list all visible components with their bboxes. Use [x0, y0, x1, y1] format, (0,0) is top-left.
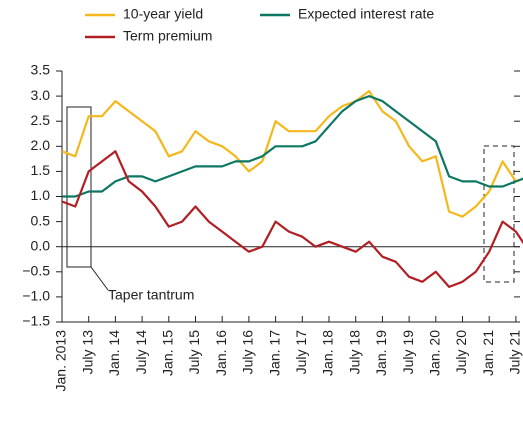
x-tick-label: Jan. 2013 — [53, 330, 69, 392]
x-tick-label: July 14 — [133, 330, 149, 375]
y-tick-label: −1.0 — [22, 288, 50, 304]
x-tick-label: Jan. 17 — [266, 330, 282, 376]
legend-label: Expected interest rate — [298, 6, 434, 22]
x-tick-label: July 18 — [346, 330, 362, 375]
y-tick-label: 2.5 — [31, 112, 51, 128]
legend-label: Term premium — [123, 28, 212, 44]
annotation: Taper tantrum — [108, 287, 194, 303]
x-tick-label: Jan. 21 — [480, 330, 496, 376]
y-tick-label: −1.5 — [22, 313, 50, 329]
y-tick-label: 1.0 — [31, 187, 51, 203]
x-tick-label: Jan. 19 — [373, 330, 389, 376]
y-tick-label: 3.0 — [31, 87, 51, 103]
series-line — [62, 95, 523, 198]
x-tick-label: July 21 — [507, 330, 523, 375]
x-tick-label: July 15 — [186, 330, 202, 375]
y-tick-label: 0.0 — [31, 237, 51, 253]
x-tick-label: Jan. 14 — [106, 330, 122, 376]
x-tick-label: Jan. 16 — [213, 330, 229, 376]
taper-box — [66, 106, 92, 268]
x-tick-label: July 16 — [240, 330, 256, 375]
x-tick-label: July 19 — [400, 330, 416, 375]
x-tick-label: July 20 — [453, 330, 469, 375]
series-line — [61, 150, 523, 288]
y-tick-label: 0.5 — [31, 212, 51, 228]
y-tick-label: 1.5 — [31, 162, 51, 178]
x-tick-label: Jan. 20 — [427, 330, 443, 376]
annotation-leader — [90, 266, 109, 291]
recent-box — [483, 145, 515, 283]
x-tick-label: July 13 — [79, 330, 95, 375]
y-tick-label: 2.0 — [31, 137, 51, 153]
y-tick-label: −0.5 — [22, 263, 50, 279]
x-tick-label: Jan. 18 — [320, 330, 336, 376]
x-tick-label: July 17 — [293, 330, 309, 375]
legend-label: 10-year yield — [123, 6, 203, 22]
x-tick-label: Jan. 15 — [160, 330, 176, 376]
y-tick-label: 3.5 — [31, 62, 51, 78]
series-line — [61, 90, 523, 218]
